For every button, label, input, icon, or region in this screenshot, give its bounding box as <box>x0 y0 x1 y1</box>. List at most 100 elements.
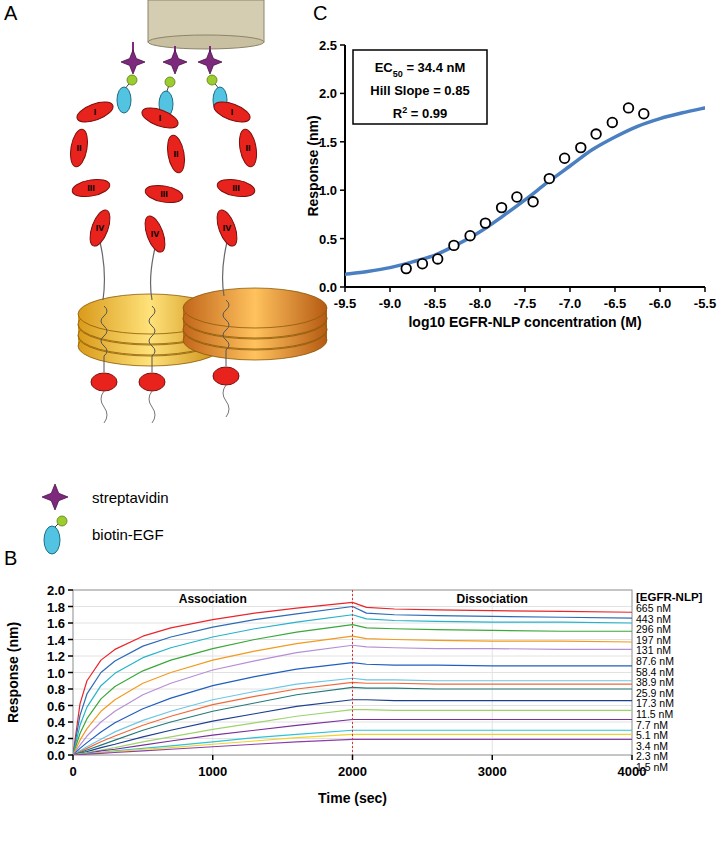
phase-label: Dissociation <box>457 592 528 606</box>
data-point <box>433 254 443 264</box>
x-tick-label: -7.5 <box>514 296 536 311</box>
x-tick-label: 2000 <box>338 764 367 779</box>
x-tick <box>524 287 526 292</box>
annotation-frame <box>353 50 487 124</box>
grid-line <box>212 590 213 755</box>
data-point <box>418 259 428 269</box>
y-tick <box>68 589 73 591</box>
biotin-icon <box>57 516 67 526</box>
y-tick <box>68 705 73 707</box>
domain <box>68 128 90 168</box>
annotation-sub: 50 <box>393 69 403 79</box>
x-tick <box>614 287 616 292</box>
data-point <box>608 118 618 128</box>
annotation: R2 = 0.99 <box>393 105 448 121</box>
x-tick-label: -6.5 <box>604 296 626 311</box>
tail <box>101 391 107 423</box>
x-axis-title: Time (sec) <box>318 790 387 806</box>
y-axis-title: Response (nm) <box>305 115 321 216</box>
stalk <box>151 248 155 300</box>
x-tick <box>659 287 661 292</box>
x-tick-label: 3000 <box>478 764 507 779</box>
biotin-icon <box>127 75 137 85</box>
x-tick <box>434 287 436 292</box>
y-tick-label: 0.6 <box>47 699 65 714</box>
tail <box>223 385 229 417</box>
domain-shape <box>74 98 115 126</box>
domain-label: I <box>94 107 97 117</box>
kinase-domain <box>139 373 165 391</box>
domain-label: III <box>232 183 240 193</box>
stalk <box>223 242 227 296</box>
annotation-rest: = 0.99 <box>407 106 447 121</box>
data-point <box>481 218 491 228</box>
linker <box>104 356 105 372</box>
domain <box>213 207 241 248</box>
kinase-domain <box>213 367 239 385</box>
domain-label: IV <box>223 223 232 233</box>
domain-label: I <box>231 107 234 117</box>
x-tick-label: 1000 <box>198 764 227 779</box>
y-tick <box>68 622 73 624</box>
y-tick <box>340 238 345 240</box>
x-tick <box>569 287 571 292</box>
x-tick <box>212 755 214 760</box>
annotation-text: EC <box>375 60 394 75</box>
x-tick-label: 0 <box>69 764 76 779</box>
data-point <box>465 231 475 241</box>
y-tick-label: 1.6 <box>47 616 65 631</box>
legend-label: streptavidin <box>92 489 169 506</box>
data-point <box>449 241 459 251</box>
y-tick <box>68 639 73 641</box>
x-tick <box>631 755 633 760</box>
x-tick <box>389 287 391 292</box>
data-point <box>401 264 411 274</box>
y-tick <box>340 44 345 46</box>
y-tick-label: 0.5 <box>319 232 337 247</box>
y-tick <box>68 738 73 740</box>
data-point <box>497 203 507 213</box>
x-tick <box>352 755 354 760</box>
domain-shape <box>141 213 169 254</box>
y-tick-label: 0.8 <box>47 682 65 697</box>
y-tick-label: 1.0 <box>319 183 337 198</box>
domain <box>74 98 115 126</box>
phase-boundary <box>352 590 353 755</box>
streptavidin-icon <box>42 484 68 510</box>
domain-label: II <box>245 143 250 153</box>
streptavidin-icon <box>163 50 187 74</box>
data-point <box>528 197 538 207</box>
streptavidin-icon <box>121 50 145 74</box>
y-tick-label: 2.0 <box>47 583 65 598</box>
domain <box>165 134 187 174</box>
chart: B0.00.20.40.60.81.01.21.41.61.82.0010002… <box>4 547 703 806</box>
sensor-tip-base <box>148 35 264 49</box>
x-tick <box>479 287 481 292</box>
domain-shape <box>68 128 90 168</box>
marks <box>345 103 705 274</box>
biotin-icon <box>165 77 175 87</box>
x-tick-label: -6.0 <box>649 296 671 311</box>
y-tick-label: 0.0 <box>47 748 65 763</box>
y-tick-label: 1.5 <box>319 135 337 150</box>
chart: C0.00.51.01.52.02.5-9.5-9.0-8.5-8.0-7.5-… <box>305 2 716 330</box>
data-point <box>576 143 586 153</box>
linker <box>226 350 227 366</box>
plot-frame <box>73 590 632 755</box>
domain-shape <box>71 177 111 199</box>
grid-line <box>352 590 353 755</box>
legend: [EGFR-NLP]665 nM443 nM296 nM197 nM131 nM… <box>636 591 703 773</box>
y-tick <box>340 93 345 95</box>
y-tick-label: 1.4 <box>47 633 66 648</box>
domain-shape <box>237 128 259 168</box>
y-tick-label: 0.0 <box>319 280 337 295</box>
series-line <box>73 607 632 756</box>
panel-label: C <box>313 2 327 24</box>
annotation-rest: = 34.4 nM <box>403 60 466 75</box>
biotin-icon <box>207 75 217 85</box>
helix <box>223 300 229 350</box>
data-point <box>639 109 649 119</box>
domain-label: III <box>160 189 168 199</box>
y-tick <box>68 672 73 674</box>
legend-label: biotin-EGF <box>92 526 164 543</box>
